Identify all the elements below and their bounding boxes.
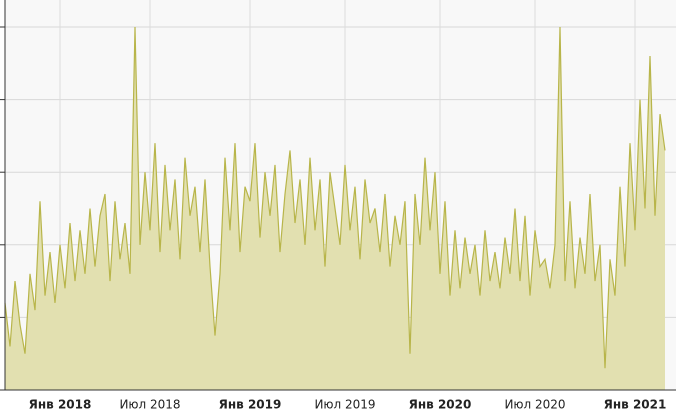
x-tick-label: Янв 2019: [219, 398, 282, 412]
x-tick-label: Июл 2020: [504, 398, 565, 412]
x-tick-label: Янв 2018: [29, 398, 92, 412]
line: [4, 26, 666, 369]
x-tick-label: Янв 2021: [604, 398, 667, 412]
x-tick-label: Янв 2020: [409, 398, 472, 412]
x-tick-label: Июл 2018: [119, 398, 180, 412]
x-tick-label: Июл 2019: [314, 398, 375, 412]
